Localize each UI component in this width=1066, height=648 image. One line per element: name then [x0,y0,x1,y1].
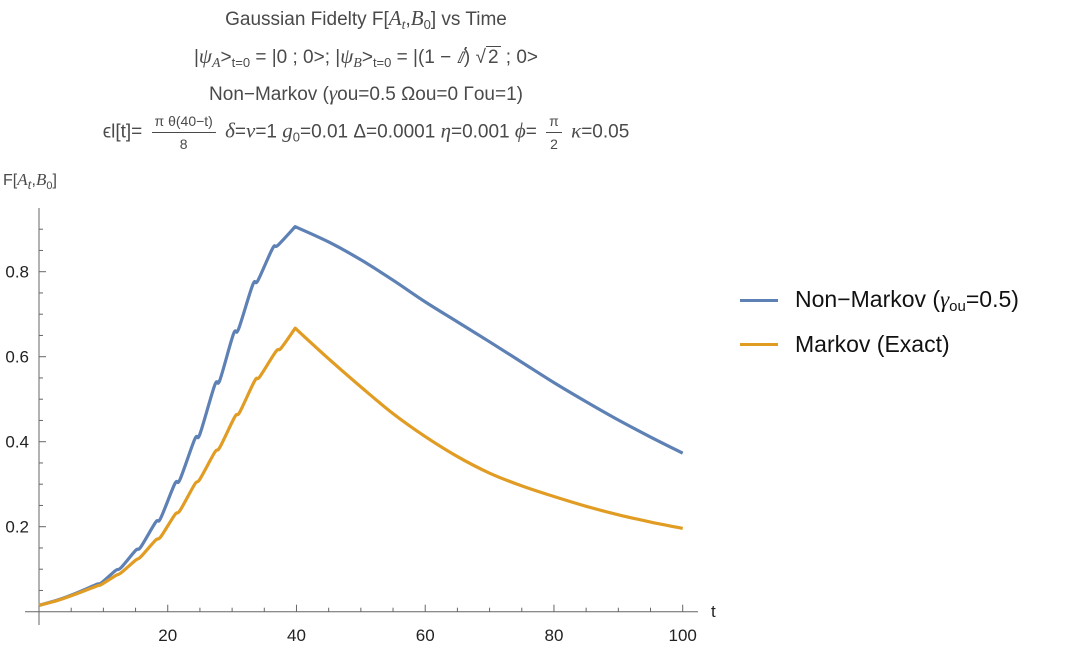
x-tick-label: 80 [544,626,563,645]
x-tick-label: 20 [158,626,177,645]
legend-swatch-orange [740,343,778,346]
y-tick-label: 0.2 [5,518,29,537]
x-tick-label: 40 [287,626,306,645]
chart-title-line-2: |ψA>t=0 = |0 ; 0>; |ψB>t=0 = |(1 − ⅈ) √ 2… [193,44,539,71]
legend-label: Non−Markov (γou=0.5) [795,286,1019,315]
y-axis-label: F[At,B0] [3,170,57,194]
chart-title-line-3: Non−Markov (γou=0.5 Ωou=0 Γou=1) [209,81,523,105]
legend-item-markov: Markov (Exact) [740,331,950,358]
chart-title-line-4: ϵl[t]= π θ(40−t) 8 δ=ν=1 g0=0.01 Δ=0.0001… [102,113,630,152]
y-tick-label: 0.8 [5,263,29,282]
chart-title-line-1: Gaussian Fidelty F[At,B0] vs Time [225,6,507,33]
y-tick-label: 0.6 [5,348,29,367]
legend-item-non-markov: Non−Markov (γou=0.5) [740,286,1019,315]
x-axis-label: t [711,602,716,621]
x-tick-label: 60 [416,626,435,645]
x-tick-label: 100 [669,626,697,645]
legend-label: Markov (Exact) [795,331,950,357]
series-line-markov [38,326,684,607]
series-line-non-markov [38,225,684,607]
y-tick-label: 0.4 [5,433,29,452]
legend-swatch-blue [740,299,778,302]
